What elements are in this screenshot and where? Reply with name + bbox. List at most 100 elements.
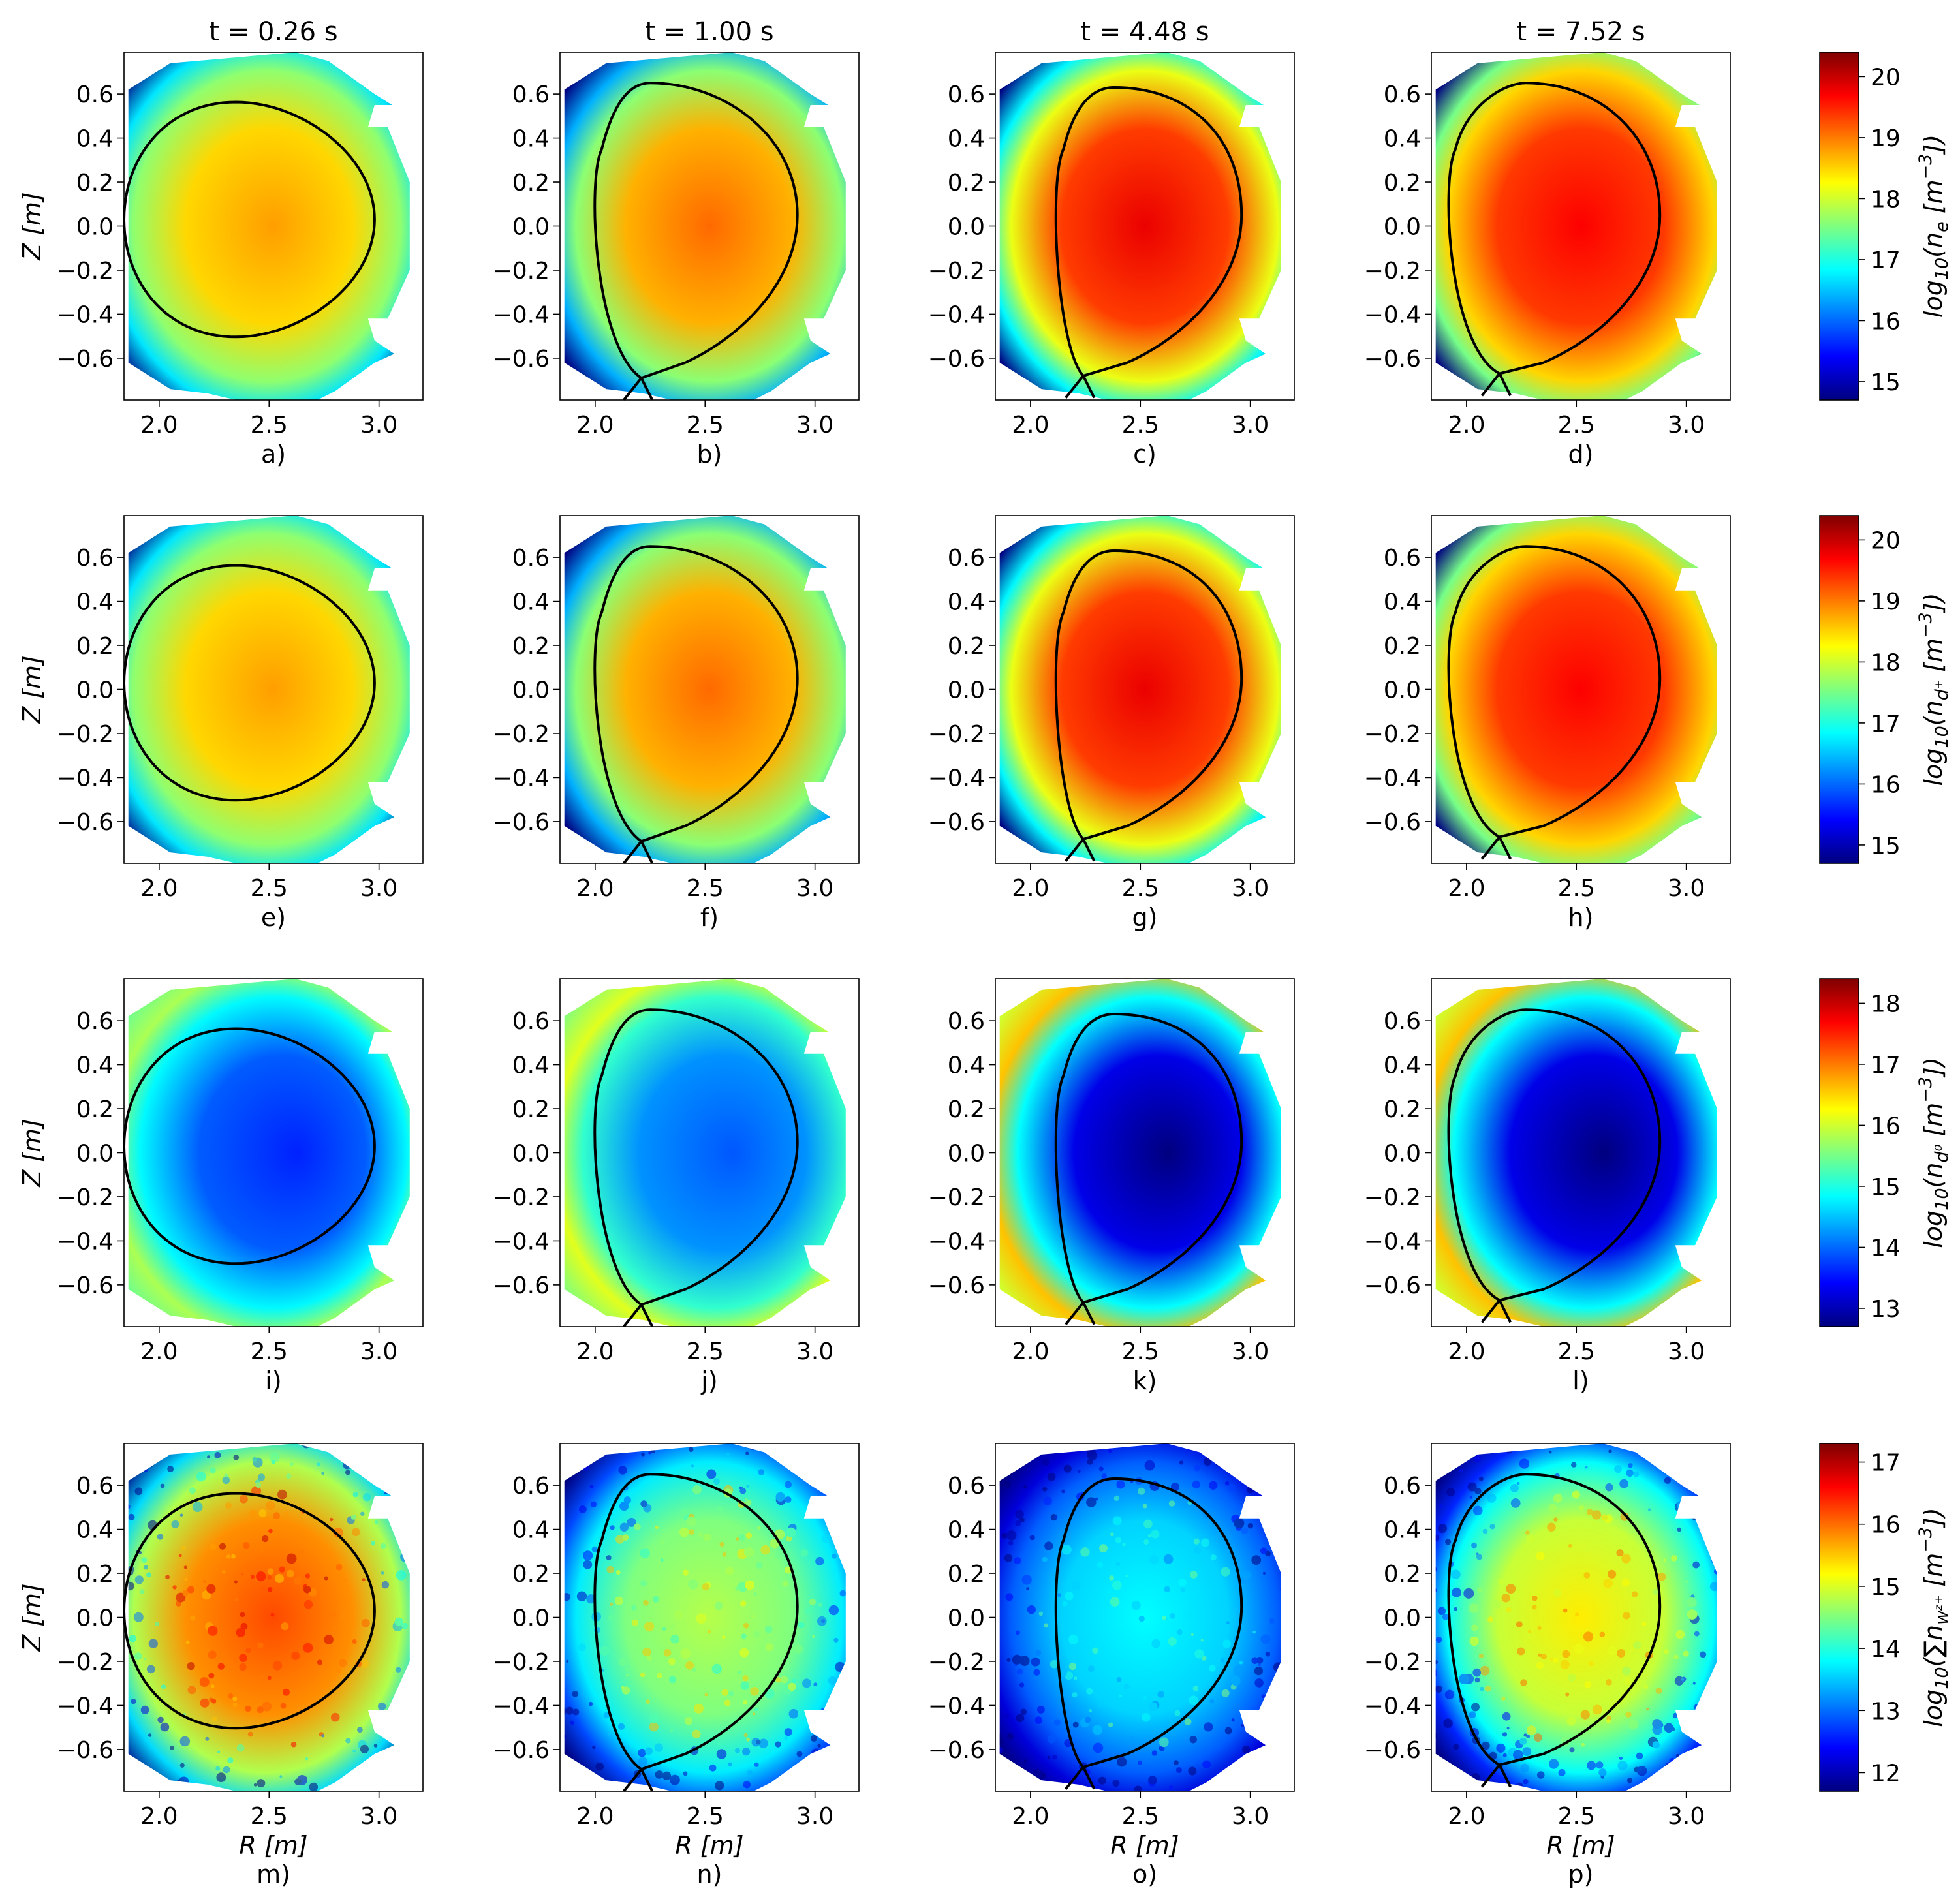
y-ticks: 0.6 0.4 0.2 0.0 −0.2 −0.4 −0.6 bbox=[928, 545, 995, 836]
colorbar-tick-label: 17 bbox=[1871, 1052, 1901, 1079]
panel-k: 0.6 0.4 0.2 0.0 −0.2 −0.4 −0.6 2.0 2.5 3.0 k) bbox=[928, 978, 1295, 1395]
colorbar-tick-label: 16 bbox=[1871, 308, 1901, 335]
y-tick-label: 0.2 bbox=[512, 170, 550, 196]
y-tick-label: −0.6 bbox=[1364, 346, 1421, 373]
x-ticks: 2.0 2.5 3.0 bbox=[140, 400, 397, 439]
heatmap-field bbox=[564, 979, 846, 1327]
x-tick-label: 2.0 bbox=[140, 1803, 178, 1830]
subpanel-label: d) bbox=[1568, 440, 1594, 469]
x-ticks: 2.0 2.5 3.0 bbox=[1448, 863, 1705, 902]
colorbar-label-part: log bbox=[1919, 1689, 1948, 1727]
y-tick-label: −0.6 bbox=[1364, 809, 1421, 836]
separatrix-line bbox=[1054, 549, 1243, 862]
panel-j: 0.6 0.4 0.2 0.0 −0.2 −0.4 −0.6 2.0 2.5 3.0 j) bbox=[493, 978, 860, 1395]
y-ticks: 0.6 0.4 0.2 0.0 −0.2 −0.4 −0.6 bbox=[928, 1008, 995, 1299]
subpanel-label: c) bbox=[1133, 440, 1157, 469]
x-tick-label: 3.0 bbox=[360, 1803, 397, 1830]
colorbar-label-part: ]) bbox=[1919, 1057, 1948, 1078]
y-tick-label: 0.4 bbox=[76, 1053, 114, 1079]
colorbar-tick-label: 15 bbox=[1871, 833, 1901, 859]
colorbar-label-part: e bbox=[1932, 221, 1952, 232]
y-tick-label: 0.4 bbox=[948, 126, 985, 153]
y-tick-label: 0.6 bbox=[512, 82, 550, 108]
colorbar-row-2: 15 16 17 18 19 20 log10(nd⁺ [m−3]) bbox=[1819, 515, 1952, 864]
y-tick-label: 0.6 bbox=[512, 1008, 550, 1035]
x-tick-label: 2.5 bbox=[251, 1803, 288, 1830]
y-tick-label: 0.2 bbox=[948, 1561, 985, 1588]
y-tick-label: −0.2 bbox=[57, 1184, 114, 1211]
y-tick-label: 0.4 bbox=[512, 1053, 550, 1079]
colorbar-tick-label: 19 bbox=[1871, 125, 1901, 152]
x-tick-label: 2.0 bbox=[1448, 412, 1485, 439]
y-axis-label: Z [m] bbox=[18, 192, 46, 261]
subpanel-label: p) bbox=[1568, 1860, 1594, 1889]
y-tick-label: −0.2 bbox=[928, 1649, 985, 1676]
y-ticks: 0.6 0.4 0.2 0.0 −0.2 −0.4 −0.6 bbox=[1364, 82, 1431, 373]
colorbar-label-part: (n bbox=[1919, 232, 1948, 258]
y-tick-label: −0.6 bbox=[928, 346, 985, 373]
y-tick-label: 0.0 bbox=[76, 214, 114, 241]
colorbar-tick-label: 18 bbox=[1871, 186, 1901, 213]
y-tick-label: 0.0 bbox=[1384, 1141, 1421, 1167]
x-tick-label: 3.0 bbox=[796, 1803, 833, 1830]
x-tick-label: 2.5 bbox=[687, 1338, 724, 1365]
y-tick-label: 0.0 bbox=[76, 1141, 114, 1167]
x-ticks: 2.0 2.5 3.0 bbox=[1012, 1791, 1269, 1830]
panel-i: 0.6 0.4 0.2 0.0 −0.2 −0.4 −0.6 2.0 2.5 3.0 Z [m] i) bbox=[18, 978, 424, 1395]
x-tick-label: 3.0 bbox=[360, 412, 397, 439]
y-axis-label: Z [m] bbox=[18, 1583, 46, 1652]
y-tick-label: 0.2 bbox=[76, 633, 114, 660]
separatrix-line bbox=[593, 545, 799, 865]
y-ticks: 0.6 0.4 0.2 0.0 −0.2 −0.4 −0.6 bbox=[1364, 1008, 1431, 1299]
y-tick-label: −0.6 bbox=[928, 1272, 985, 1299]
separatrix-line bbox=[1054, 1012, 1243, 1325]
x-tick-label: 3.0 bbox=[1232, 875, 1269, 902]
panel-g: 0.6 0.4 0.2 0.0 −0.2 −0.4 −0.6 2.0 2.5 3.0 g) bbox=[928, 515, 1295, 932]
colorbar-gradient bbox=[1819, 515, 1859, 864]
x-tick-label: 2.5 bbox=[1558, 1803, 1595, 1830]
x-tick-label: 2.5 bbox=[1558, 875, 1595, 902]
y-tick-label: 0.6 bbox=[948, 1008, 985, 1035]
x-axis-label: R [m] bbox=[1546, 1831, 1615, 1860]
x-tick-label: 3.0 bbox=[1668, 1803, 1705, 1830]
separatrix-line bbox=[1054, 85, 1243, 399]
x-tick-label: 2.5 bbox=[1122, 412, 1159, 439]
y-tick-label: −0.4 bbox=[57, 301, 114, 328]
x-tick-label: 2.5 bbox=[1122, 1803, 1159, 1830]
column-title-1: t = 0.26 s bbox=[209, 17, 337, 47]
colorbar-tick-label: 16 bbox=[1871, 771, 1901, 798]
subpanel-label: f) bbox=[700, 903, 719, 932]
y-tick-label: −0.2 bbox=[928, 258, 985, 285]
subpanel-label: g) bbox=[1132, 903, 1158, 932]
x-tick-label: 2.0 bbox=[1448, 875, 1485, 902]
y-tick-label: −0.4 bbox=[1364, 301, 1421, 328]
colorbar-tick-label: 20 bbox=[1871, 64, 1901, 91]
x-tick-label: 3.0 bbox=[1668, 412, 1705, 439]
y-tick-label: 0.0 bbox=[948, 1141, 985, 1167]
panel-f: 0.6 0.4 0.2 0.0 −0.2 −0.4 −0.6 2.0 2.5 3.0 f) bbox=[493, 515, 860, 932]
y-tick-label: −0.2 bbox=[493, 258, 550, 285]
x-axis-label: R [m] bbox=[239, 1831, 307, 1860]
y-tick-label: 0.4 bbox=[512, 589, 550, 616]
panel-b: 0.6 0.4 0.2 0.0 −0.2 −0.4 −0.6 2.0 2.5 3.0 b) bbox=[493, 52, 860, 469]
separatrix-line bbox=[1447, 545, 1662, 860]
x-tick-label: 2.0 bbox=[576, 412, 614, 439]
x-ticks: 2.0 2.5 3.0 bbox=[576, 400, 833, 439]
y-tick-label: 0.2 bbox=[1384, 170, 1421, 196]
x-ticks: 2.0 2.5 3.0 bbox=[140, 1791, 397, 1830]
y-tick-label: 0.2 bbox=[512, 1561, 550, 1588]
subpanel-label: b) bbox=[697, 440, 723, 469]
panel-a: 0.6 0.4 0.2 0.0 −0.2 −0.4 −0.6 2.0 2.5 3.0 Z [m] a) bbox=[18, 52, 424, 469]
y-tick-label: 0.2 bbox=[1384, 1561, 1421, 1588]
y-tick-label: 0.4 bbox=[1384, 126, 1421, 153]
y-tick-label: 0.2 bbox=[948, 170, 985, 196]
x-axis-label: R [m] bbox=[675, 1831, 743, 1860]
y-ticks: 0.6 0.4 0.2 0.0 −0.2 −0.4 −0.6 bbox=[1364, 1473, 1431, 1764]
subpanel-label: a) bbox=[261, 440, 286, 469]
y-tick-label: 0.2 bbox=[948, 633, 985, 660]
x-tick-label: 3.0 bbox=[796, 875, 833, 902]
separatrix-line bbox=[1054, 1477, 1243, 1790]
y-tick-label: −0.2 bbox=[1364, 1649, 1421, 1676]
separatrix-line bbox=[1447, 1008, 1662, 1323]
colorbar-tick-label: 18 bbox=[1871, 991, 1901, 1017]
